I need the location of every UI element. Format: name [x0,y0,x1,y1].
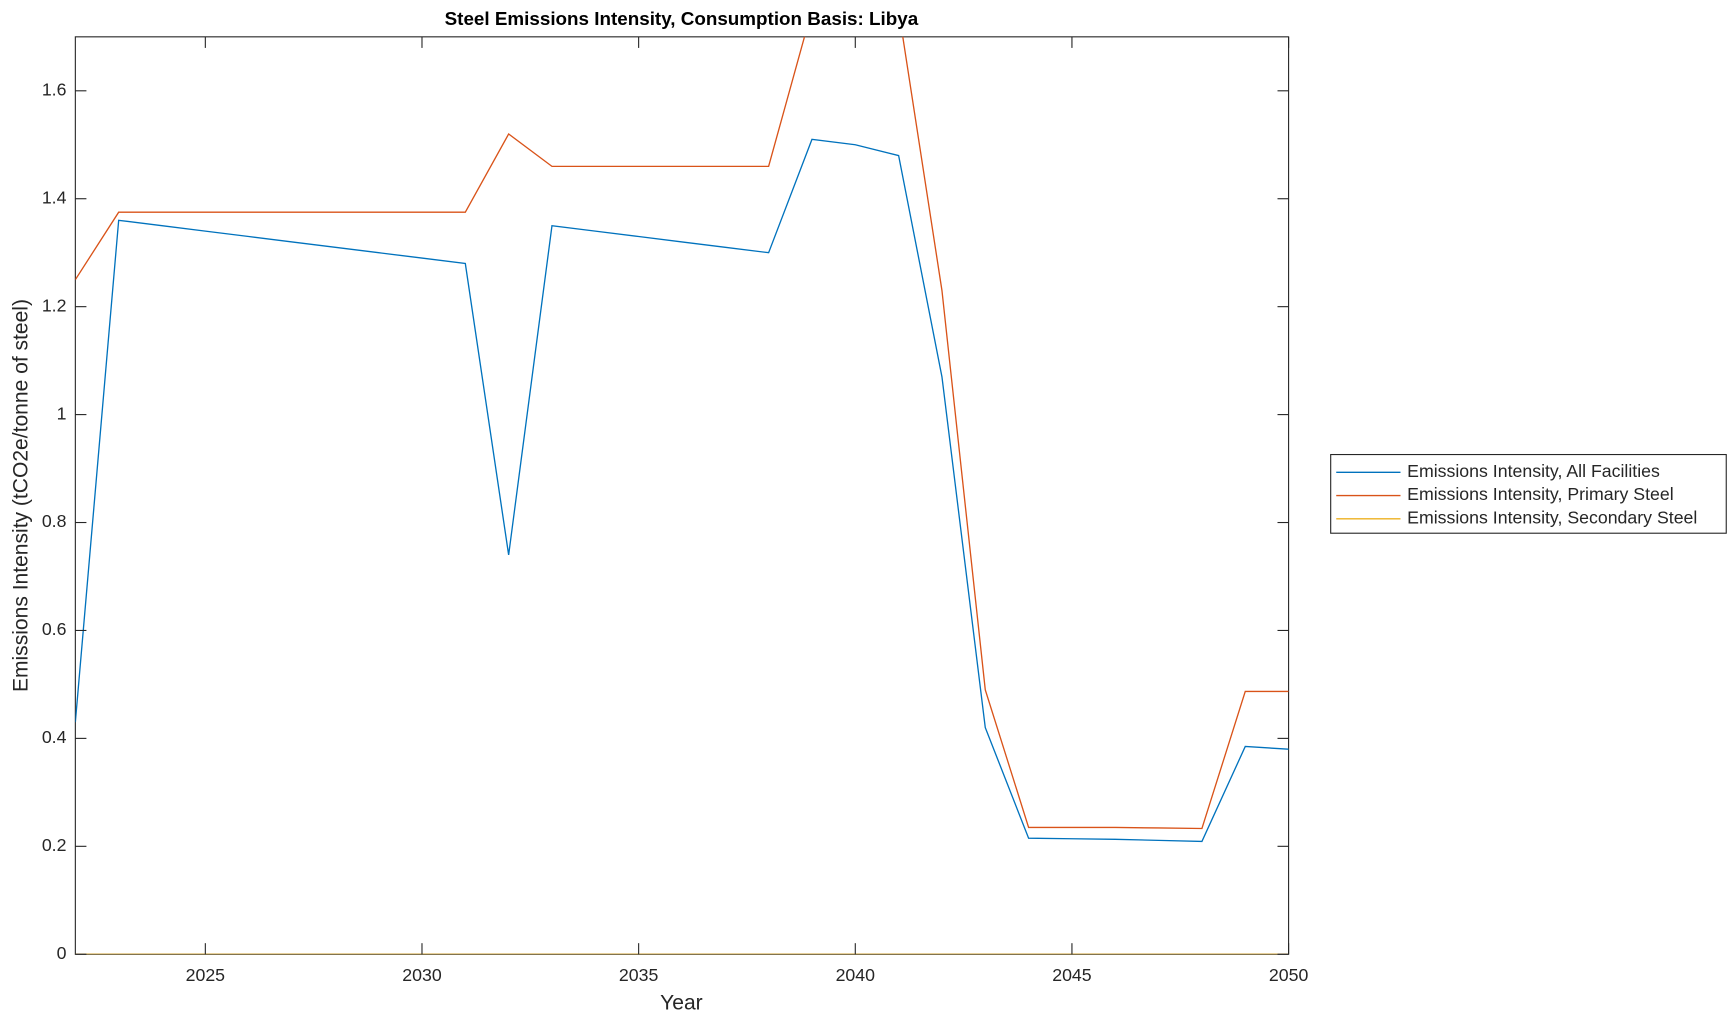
x-tick-label: 2040 [836,965,876,985]
legend: Emissions Intensity, All Facilities Emiss… [1330,453,1727,534]
series-line [75,138,1289,843]
x-tick-label: 2045 [1052,965,1092,985]
y-tick-label: 1.6 [42,79,67,99]
legend-label: Emissions Intensity, Primary Steel [1407,484,1674,504]
y-tick-label: 0.8 [42,511,67,531]
y-tick-label: 0.2 [42,835,67,855]
lines [75,36,1289,955]
plot-area [74,36,1290,955]
x-tick-label: 2035 [619,965,659,985]
x-tick-label: 2030 [402,965,442,985]
y-tick-label: 1.2 [42,295,67,315]
y-tick-label: 0.4 [42,727,67,747]
x-tick-label: 2050 [1269,965,1309,985]
y-tick-label: 1 [57,403,67,423]
x-axis-label: Year [660,992,703,1015]
y-tick-label: 0.6 [42,619,67,639]
legend-box [1330,453,1727,534]
legend-label: Emissions Intensity, Secondary Steel [1407,507,1697,527]
legend-label: Emissions Intensity, All Facilities [1407,461,1660,481]
y-tick-label: 1.4 [42,187,67,207]
chart-title: Steel Emissions Intensity, Consumption B… [445,8,919,29]
x-tick-label: 2025 [186,965,226,985]
series-line [75,36,1289,830]
y-axis-label: Emissions Intensity (tCO2e/tonne of stee… [10,299,33,692]
y-tick-label: 0 [57,943,67,963]
